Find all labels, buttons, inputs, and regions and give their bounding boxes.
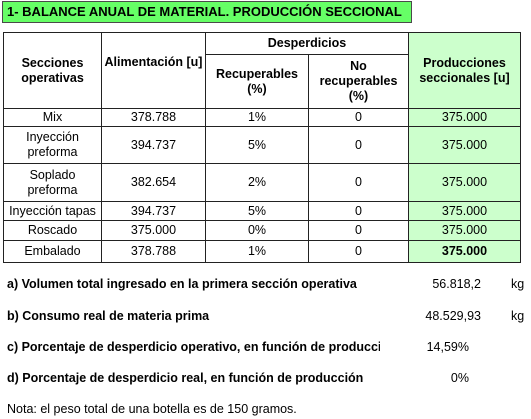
table-row: Embalado 378.788 1% 0 375.000 bbox=[3, 240, 521, 263]
table-cell: 5% bbox=[205, 126, 309, 164]
table-cell: Inyección tapas bbox=[3, 201, 102, 221]
table-cell: 1% bbox=[205, 108, 309, 127]
header-cell: Desperdicios bbox=[205, 32, 409, 55]
table-cell: Roscado bbox=[3, 220, 102, 241]
table-cell: 0 bbox=[308, 163, 409, 202]
header-cell: Alimentación [u] bbox=[101, 32, 206, 109]
summary-value: 56.818,2 bbox=[432, 277, 481, 291]
table-row: Inyección tapas 394.737 5% 0 375.000 bbox=[3, 201, 521, 221]
table-row: Inyección preforma 394.737 5% 0 375.000 bbox=[3, 126, 521, 164]
table-cell: 0 bbox=[308, 108, 409, 127]
table-cell: 378.788 bbox=[101, 108, 206, 127]
summary-unit: kg bbox=[511, 309, 525, 323]
table-cell: 2% bbox=[205, 163, 309, 202]
header-cell: Recuperables (%) bbox=[205, 54, 309, 109]
table-cell: 375.000 bbox=[408, 126, 521, 164]
table-cell: Embalado bbox=[3, 240, 102, 263]
table-cell: 375.000 bbox=[101, 220, 206, 241]
table-row: Soplado preforma 382.654 2% 0 375.000 bbox=[3, 163, 521, 202]
table-cell: 378.788 bbox=[101, 240, 206, 263]
header-cell: Producciones seccionales [u] bbox=[408, 32, 521, 109]
note: Nota: el peso total de una botella es de… bbox=[7, 402, 297, 416]
table-cell: 0% bbox=[205, 220, 309, 241]
header-cell: Secciones operativas bbox=[3, 32, 102, 109]
table-cell: Inyección preforma bbox=[3, 126, 102, 164]
summary-label: d) Porcentaje de desperdicio real, en fu… bbox=[7, 371, 364, 385]
table-cell: Soplado preforma bbox=[3, 163, 102, 202]
summary-unit: kg bbox=[511, 277, 525, 291]
table-cell: 5% bbox=[205, 201, 309, 221]
table-cell: Mix bbox=[3, 108, 102, 127]
summary-label: c) Porcentaje de desperdicio operativo, … bbox=[7, 340, 380, 354]
table-cell: 394.737 bbox=[101, 201, 206, 221]
table-row: Roscado 375.000 0% 0 375.000 bbox=[3, 220, 521, 241]
table-cell: 0 bbox=[308, 126, 409, 164]
summary-value: 0% bbox=[450, 371, 469, 385]
summary-value: 48.529,93 bbox=[425, 309, 481, 323]
table-cell: 375.000 bbox=[408, 201, 521, 221]
header-cell: No recuperables (%) bbox=[308, 54, 409, 109]
table-cell: 394.737 bbox=[101, 126, 206, 164]
table-cell: 375.000 bbox=[408, 108, 521, 127]
table-cell: 1% bbox=[205, 240, 309, 263]
table-cell: 375.000 bbox=[408, 220, 521, 241]
table-cell: 0 bbox=[308, 220, 409, 241]
summary-label: b) Consumo real de materia prima bbox=[7, 309, 210, 323]
table-cell: 375.000 bbox=[408, 240, 521, 263]
section-title: 1- BALANCE ANUAL DE MATERIAL. PRODUCCIÓN… bbox=[2, 1, 412, 23]
table-cell: 0 bbox=[308, 240, 409, 263]
summary-value: 14,59% bbox=[426, 340, 469, 354]
balance-table: Secciones operativas Alimentación [u] De… bbox=[3, 32, 521, 263]
table-row: Mix 378.788 1% 0 375.000 bbox=[3, 108, 521, 127]
summary-label: a) Volumen total ingresado en la primera… bbox=[7, 277, 357, 291]
table-cell: 382.654 bbox=[101, 163, 206, 202]
table-cell: 375.000 bbox=[408, 163, 521, 202]
table-cell: 0 bbox=[308, 201, 409, 221]
